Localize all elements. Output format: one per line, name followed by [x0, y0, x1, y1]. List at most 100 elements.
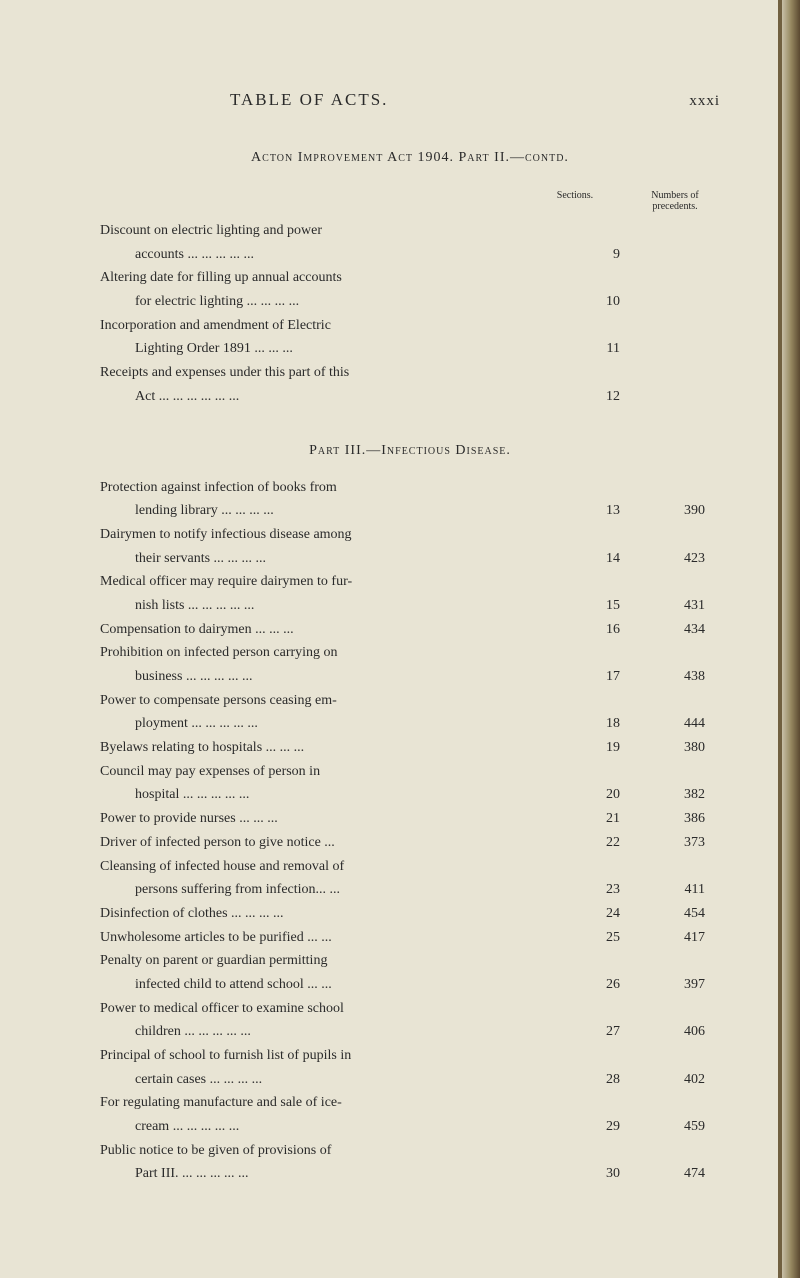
table-row: Power to compensate persons ceasing em- [100, 690, 720, 712]
table-row: hospital ... ... ... ... ...20382 [100, 784, 720, 806]
entry-text: For regulating manufacture and sale of i… [100, 1092, 580, 1114]
entry-precedent: 390 [630, 500, 720, 522]
entry-precedent: 386 [630, 808, 720, 830]
entry-section [580, 362, 630, 384]
col-header-numbers: Numbers of precedents. [635, 190, 715, 212]
entry-precedent: 431 [630, 595, 720, 617]
entry-precedent [630, 477, 720, 499]
entry-text: persons suffering from infection... ... [100, 879, 580, 901]
entry-section: 11 [580, 338, 630, 360]
table-row: Incorporation and amendment of Electric [100, 315, 720, 337]
entry-precedent: 454 [630, 903, 720, 925]
entry-text: Altering date for filling up annual acco… [100, 267, 580, 289]
entry-section [580, 950, 630, 972]
table-row: Receipts and expenses under this part of… [100, 362, 720, 384]
entry-section: 9 [580, 244, 630, 266]
entry-section: 19 [580, 737, 630, 759]
entry-section: 10 [580, 291, 630, 313]
entry-text: Act ... ... ... ... ... ... [100, 386, 580, 408]
entry-text: Public notice to be given of provisions … [100, 1140, 580, 1162]
entry-precedent [630, 950, 720, 972]
entry-section: 17 [580, 666, 630, 688]
table-row: Disinfection of clothes ... ... ... ...2… [100, 903, 720, 925]
table-row: For regulating manufacture and sale of i… [100, 1092, 720, 1114]
entry-section: 13 [580, 500, 630, 522]
entry-section: 16 [580, 619, 630, 641]
entry-precedent: 406 [630, 1021, 720, 1043]
entry-text: Incorporation and amendment of Electric [100, 315, 580, 337]
entry-section: 29 [580, 1116, 630, 1138]
entry-section [580, 571, 630, 593]
page-number: xxxi [689, 93, 720, 110]
entry-precedent: 380 [630, 737, 720, 759]
table-row: infected child to attend school ... ...2… [100, 974, 720, 996]
entry-precedent: 474 [630, 1163, 720, 1185]
entry-text: infected child to attend school ... ... [100, 974, 580, 996]
entry-precedent [630, 267, 720, 289]
entry-precedent [630, 291, 720, 313]
entry-section [580, 220, 630, 242]
entry-precedent [630, 642, 720, 664]
entry-text: Penalty on parent or guardian permitting [100, 950, 580, 972]
entry-text: nish lists ... ... ... ... ... [100, 595, 580, 617]
entry-section: 21 [580, 808, 630, 830]
column-headers: Sections. Numbers of precedents. [100, 190, 720, 212]
entry-section [580, 998, 630, 1020]
table-row: Compensation to dairymen ... ... ...1643… [100, 619, 720, 641]
col-header-sections: Sections. [545, 190, 605, 212]
table-row: for electric lighting ... ... ... ...10 [100, 291, 720, 313]
entry-section: 12 [580, 386, 630, 408]
entry-section: 25 [580, 927, 630, 949]
table-row: Part III. ... ... ... ... ...30474 [100, 1163, 720, 1185]
table-row: children ... ... ... ... ...27406 [100, 1021, 720, 1043]
entry-precedent [630, 244, 720, 266]
table-row: lending library ... ... ... ...13390 [100, 500, 720, 522]
table-row: Power to medical officer to examine scho… [100, 998, 720, 1020]
entry-section [580, 477, 630, 499]
table-row: ployment ... ... ... ... ...18444 [100, 713, 720, 735]
entry-text: Byelaws relating to hospitals ... ... ..… [100, 737, 580, 759]
entry-precedent: 444 [630, 713, 720, 735]
entry-text: Principal of school to furnish list of p… [100, 1045, 580, 1067]
entry-precedent: 411 [630, 879, 720, 901]
page-edge [782, 0, 800, 1278]
table-row: Unwholesome articles to be purified ... … [100, 927, 720, 949]
table-row: Medical officer may require dairymen to … [100, 571, 720, 593]
entry-precedent [630, 1045, 720, 1067]
page-header: TABLE OF ACTS. xxxi [100, 90, 720, 110]
entry-text: Dairymen to notify infectious disease am… [100, 524, 580, 546]
entry-precedent: 382 [630, 784, 720, 806]
entry-section [580, 761, 630, 783]
entry-section [580, 1045, 630, 1067]
table-row: Council may pay expenses of person in [100, 761, 720, 783]
entry-section [580, 1140, 630, 1162]
part3-entries: Protection against infection of books fr… [100, 477, 720, 1186]
entry-precedent: 397 [630, 974, 720, 996]
entry-section [580, 642, 630, 664]
table-row: certain cases ... ... ... ...28402 [100, 1069, 720, 1091]
entry-section: 15 [580, 595, 630, 617]
entry-precedent [630, 386, 720, 408]
entry-section: 26 [580, 974, 630, 996]
table-row: Altering date for filling up annual acco… [100, 267, 720, 289]
entry-section [580, 524, 630, 546]
table-row: persons suffering from infection... ...2… [100, 879, 720, 901]
entry-text: Power to compensate persons ceasing em- [100, 690, 580, 712]
entry-text: business ... ... ... ... ... [100, 666, 580, 688]
entry-text: certain cases ... ... ... ... [100, 1069, 580, 1091]
entry-section: 22 [580, 832, 630, 854]
entry-precedent: 417 [630, 927, 720, 949]
entry-text: children ... ... ... ... ... [100, 1021, 580, 1043]
entry-precedent [630, 220, 720, 242]
table-row: Cleansing of infected house and removal … [100, 856, 720, 878]
entry-section: 14 [580, 548, 630, 570]
table-row: Penalty on parent or guardian permitting [100, 950, 720, 972]
entry-text: ployment ... ... ... ... ... [100, 713, 580, 735]
entry-text: Lighting Order 1891 ... ... ... [100, 338, 580, 360]
table-row: accounts ... ... ... ... ...9 [100, 244, 720, 266]
entry-precedent [630, 338, 720, 360]
table-row: business ... ... ... ... ...17438 [100, 666, 720, 688]
entry-text: accounts ... ... ... ... ... [100, 244, 580, 266]
entry-text: Medical officer may require dairymen to … [100, 571, 580, 593]
entry-section: 30 [580, 1163, 630, 1185]
